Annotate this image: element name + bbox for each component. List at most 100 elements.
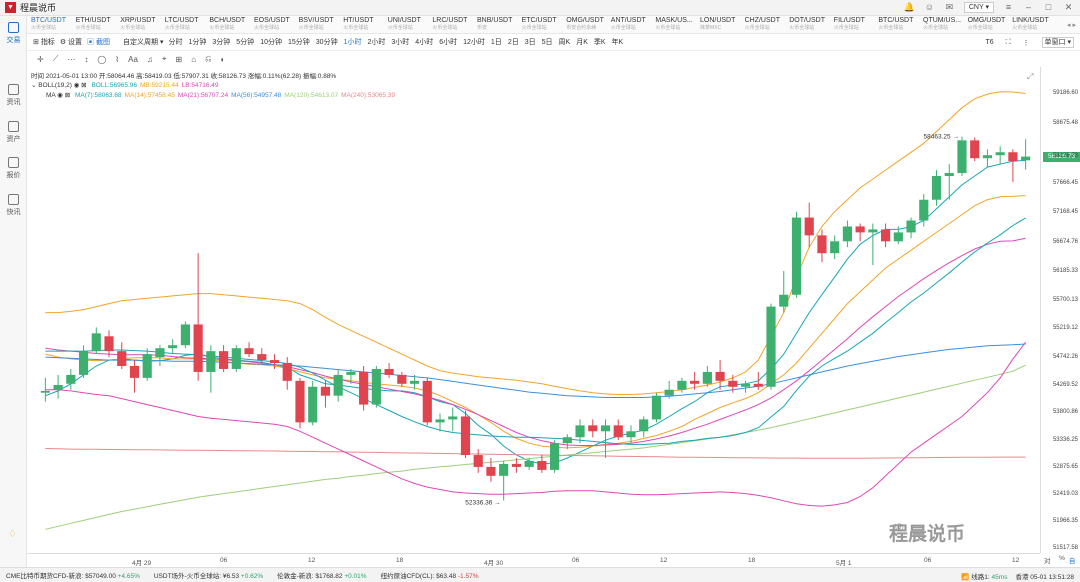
period-button[interactable]: 30分钟 [315, 39, 338, 46]
maximize-icon[interactable]: □ [1045, 2, 1052, 12]
price-axis[interactable]: 58126.73 59186.60 58675.48 58126.73 57666.4… [1040, 67, 1080, 553]
period-button[interactable]: 1小时 [343, 39, 362, 46]
candle-body [511, 463, 521, 467]
ticker-tab[interactable]: LTC/USDT 火币全球站 [165, 17, 209, 31]
period-button[interactable]: 季K [593, 39, 606, 46]
drawing-tool-icon[interactable]: ⌖ [161, 54, 167, 63]
indicator-button[interactable]: ⊞ 指标 [33, 39, 55, 46]
period-button[interactable]: 1分钟 [188, 39, 207, 46]
time-axis[interactable]: 4月 29 06 12 18 4月 30 06 12 18 5月 1 06 12 [27, 553, 1040, 567]
sidebar-item-flash[interactable]: 快讯 [0, 194, 27, 217]
scale-button[interactable]: T6 [985, 39, 994, 46]
drawing-tool-icon[interactable]: ⌇ [115, 54, 120, 64]
ticker-tab[interactable]: BTC/USDT 火币全球站 [31, 17, 75, 31]
vip-icon[interactable]: ♢ [8, 529, 17, 540]
status-item[interactable]: 纽约原油CFD(CL): $63.48 -1.57% [380, 573, 479, 580]
sidebar-item-trade[interactable]: 交易 [0, 22, 27, 45]
drawing-tool-icon[interactable]: ⋯ [67, 54, 76, 64]
candle [409, 374, 420, 390]
settings-button[interactable]: ⚙ 设置 [59, 39, 83, 46]
drawing-tool-icon[interactable]: ⊞ [175, 54, 183, 64]
drawing-tool-icon[interactable]: ⎌ [205, 54, 212, 63]
collapse-icon[interactable]: ⌄ [31, 82, 39, 89]
ticker-tab[interactable]: HT/USDT 火币全球站 [343, 17, 387, 31]
ticker-tab[interactable]: OMG/USDT 币安合约永续 [566, 17, 610, 31]
fullscreen-icon[interactable]: ⛶ [1005, 38, 1011, 46]
ticker-tab[interactable]: ETH/USDT 火币全球站 [76, 17, 120, 31]
status-item[interactable]: CME比特币期货CFD-新浪: $57049.00 +4.65% [6, 573, 140, 580]
period-button[interactable]: 15分钟 [287, 39, 310, 46]
custom-period-button[interactable]: 自定义周期 ▾ [123, 39, 164, 46]
status-item[interactable]: 伦敦金-新浪: $1768.82 +0.01% [277, 573, 367, 580]
sidebar-item-quote[interactable]: 报价 [0, 157, 27, 180]
user-icon[interactable]: ☺ [924, 2, 934, 12]
ticker-tab[interactable]: ANT/USDT 火币全球站 [611, 17, 655, 31]
period-button[interactable]: 年K [611, 39, 624, 46]
ticker-tab[interactable]: BSV/USDT 火币全球站 [299, 17, 343, 31]
drawing-tool-icon[interactable]: ✛ [37, 54, 44, 64]
ticker-tab[interactable]: BCH/USDT 火币全球站 [209, 17, 253, 31]
sidebar-item-news[interactable]: 资讯 [0, 84, 27, 107]
ticker-exchange: 火币全球站 [298, 25, 324, 31]
period-button[interactable]: 2小时 [367, 39, 386, 46]
period-button[interactable]: 5日 [541, 39, 553, 46]
ticker-tab[interactable]: QTUM/US... 火币全球站 [923, 17, 967, 31]
eye-icon[interactable]: ◉ [57, 92, 63, 99]
period-button[interactable]: 5分钟 [236, 39, 255, 46]
ticker-tab[interactable]: ETC/USDT 火币全球站 [522, 17, 566, 31]
ticker-exchange: 火币全球站 [521, 25, 547, 31]
ticker-tab[interactable]: LRC/USDT 火币全球站 [432, 17, 476, 31]
sidebar-item-assets[interactable]: 资产 [0, 121, 27, 144]
drawing-tool-icon[interactable]: ⟋ [52, 54, 59, 63]
candle [282, 357, 292, 390]
layout-select[interactable]: 单窗口 ▾ [1041, 37, 1074, 48]
menu-icon[interactable]: ≡ [1005, 2, 1012, 12]
currency-select[interactable]: CNY ▾ [963, 2, 994, 13]
period-button[interactable]: 3日 [524, 39, 536, 46]
bell-icon[interactable]: 🔔 [903, 2, 916, 12]
ticker-tab[interactable]: EOS/USDT 火币全球站 [254, 17, 298, 31]
ticker-tab[interactable]: FIL/USDT 火币全球站 [834, 17, 878, 31]
eye-icon[interactable]: ◉ [73, 82, 80, 89]
ticker-tab[interactable]: LINK/USDT 火币全球站 [1012, 17, 1056, 31]
message-icon[interactable]: ✉ [945, 2, 954, 12]
drawing-tool-icon[interactable]: ♫ [146, 54, 153, 64]
percent-scale-button[interactable]: % [1059, 555, 1065, 562]
ticker-tab[interactable]: LON/USDT 抹茶MXC [700, 17, 744, 31]
drawing-tool-icon[interactable]: ◐ [220, 54, 226, 64]
ticker-tab[interactable]: MASK/US... 火币全球站 [655, 17, 699, 31]
close-icon[interactable]: ✕ [1064, 2, 1073, 12]
drawing-tool-icon[interactable]: ◯ [97, 54, 107, 64]
layout-icon[interactable]: ⋮ [1022, 39, 1030, 47]
period-button[interactable]: 3小时 [391, 39, 410, 46]
period-button[interactable]: 10分钟 [260, 39, 282, 46]
drawing-tool-icon[interactable]: Aa [128, 54, 138, 64]
ticker-tab[interactable]: OMG/USDT 火币全球站 [968, 17, 1012, 31]
ticker-tab[interactable]: UNI/USDT 火币全球站 [388, 17, 432, 31]
candlestick-chart[interactable]: 58463.25 → 52336.36 → 程晨说币 [27, 67, 1040, 553]
ticker-tab[interactable]: XRP/USDT 火币全球站 [120, 17, 164, 31]
period-button[interactable]: 2日 [507, 39, 519, 46]
ticker-more-icon[interactable]: ◂ ▸ [1067, 22, 1076, 29]
ticker-tab[interactable]: DOT/USDT 火币全球站 [789, 17, 833, 31]
drawing-tool-icon[interactable]: ⌂ [191, 54, 197, 64]
ticker-tab[interactable]: BNB/USDT 币安 [477, 17, 521, 31]
minimize-icon[interactable]: – [1025, 2, 1031, 12]
period-button[interactable]: 12小时 [463, 39, 485, 46]
period-button[interactable]: 3分钟 [212, 39, 231, 46]
ticker-tab[interactable]: BTC/USDT 火币全球站 [878, 17, 922, 31]
ticker-tab[interactable]: CHZ/USDT 火币全球站 [745, 17, 789, 31]
period-button[interactable]: 周K [558, 39, 571, 46]
candle-body [690, 380, 700, 384]
period-button[interactable]: 6小时 [439, 39, 458, 46]
period-button[interactable]: 4小时 [415, 39, 434, 46]
drawing-tool-icon[interactable]: ↕ [84, 54, 89, 64]
period-button[interactable]: 1日 [490, 39, 502, 46]
screenshot-button[interactable]: ▣ 截图 [87, 39, 110, 46]
close-icon[interactable]: ⊠ [81, 82, 87, 89]
period-button[interactable]: 分时 [168, 39, 183, 46]
close-icon[interactable]: ⊠ [64, 92, 71, 99]
expand-icon[interactable]: ⤢ [1027, 72, 1034, 81]
status-item[interactable]: USDT场外-火币全球站: ¥6.53 +0.62% [153, 573, 264, 580]
period-button[interactable]: 月K [576, 39, 588, 46]
